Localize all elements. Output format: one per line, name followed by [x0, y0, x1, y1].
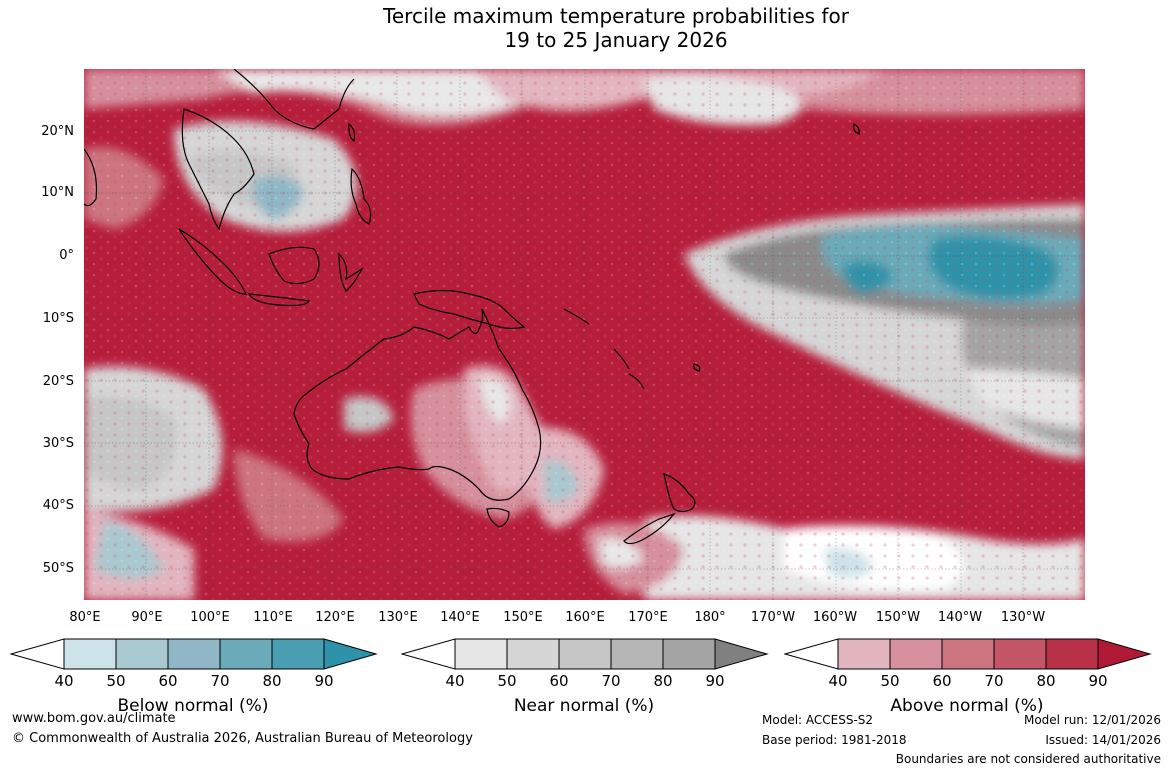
cb-above-tick-80: 80: [1036, 672, 1056, 690]
cb-near-max: [714, 638, 769, 670]
cb-above-seg-1: [837, 638, 891, 670]
model-run-text: Model run: 12/01/2026: [1023, 713, 1161, 727]
coastlines: [84, 69, 860, 545]
cb-below-seg-1: [63, 638, 117, 670]
lon-label-170w: 170°W: [750, 610, 796, 625]
cb-below-tick-40: 40: [54, 672, 74, 690]
cb-below-seg-3: [167, 638, 221, 670]
cb-near-tick-90: 90: [705, 672, 725, 690]
cb-near-tick-70: 70: [601, 672, 621, 690]
cb-above-tick-90: 90: [1088, 672, 1108, 690]
lat-label-20s: 20°S: [42, 374, 74, 389]
copyright-text: © Commonwealth of Australia 2026, Austra…: [12, 731, 473, 746]
cb-near-seg-3: [558, 638, 612, 670]
cb-above-seg-5: [1045, 638, 1099, 670]
cb-near-tick-80: 80: [653, 672, 673, 690]
lon-label-130e: 130°E: [378, 610, 418, 625]
map-title: Tercile maximum temperature probabilitie…: [0, 4, 1173, 52]
cb-near-tick-60: 60: [549, 672, 569, 690]
cb-above-label: Above normal (%): [890, 696, 1044, 716]
cb-above-tick-50: 50: [880, 672, 900, 690]
lon-label-170e: 170°E: [628, 610, 668, 625]
title-line-2: 19 to 25 January 2026: [504, 28, 728, 52]
cb-near-seg-2: [506, 638, 560, 670]
lon-label-120e: 120°E: [315, 610, 355, 625]
cb-below-label: Below normal (%): [117, 696, 269, 716]
lat-label-20n: 20°N: [41, 124, 74, 139]
cb-below-tick-60: 60: [158, 672, 178, 690]
cb-below-tick-70: 70: [210, 672, 230, 690]
cb-above-seg-4: [993, 638, 1047, 670]
lat-label-30s: 30°S: [42, 436, 74, 451]
cb-above-min: [784, 638, 839, 670]
cb-below-max: [323, 638, 378, 670]
colorbar-above-normal: [784, 638, 1152, 670]
base-period-text: Base period: 1981-2018: [762, 733, 907, 747]
cb-below-tick-50: 50: [106, 672, 126, 690]
lon-label-130w: 130°W: [1000, 610, 1046, 625]
lat-label-40s: 40°S: [42, 498, 74, 513]
cb-above-tick-60: 60: [932, 672, 952, 690]
cb-above-tick-70: 70: [984, 672, 1004, 690]
graticule: [84, 69, 1085, 600]
lon-label-150w: 150°W: [875, 610, 921, 625]
lon-label-80e: 80°E: [69, 610, 101, 625]
cb-near-seg-5: [662, 638, 716, 670]
probability-map: [84, 69, 1085, 600]
cb-near-min: [401, 638, 456, 670]
cb-near-label: Near normal (%): [513, 696, 655, 716]
cb-near-tick-50: 50: [497, 672, 517, 690]
lon-label-180: 180°: [694, 610, 726, 625]
lon-label-150e: 150°E: [503, 610, 543, 625]
cb-above-tick-40: 40: [828, 672, 848, 690]
lat-label-10n: 10°N: [41, 185, 74, 200]
lon-label-140e: 140°E: [440, 610, 480, 625]
cb-below-seg-2: [115, 638, 169, 670]
lon-label-100e: 100°E: [190, 610, 230, 625]
lat-label-10s: 10°S: [42, 311, 74, 326]
map-canvas: [84, 69, 1085, 600]
noise-texture: [84, 69, 1085, 600]
cb-near-seg-1: [454, 638, 508, 670]
lon-label-110e: 110°E: [253, 610, 293, 625]
cb-above-seg-3: [941, 638, 995, 670]
cb-below-min: [10, 638, 65, 670]
disclaimer-text: Boundaries are not considered authoritat…: [895, 752, 1161, 766]
colorbar-near-normal: [401, 638, 769, 670]
cb-above-max: [1097, 638, 1152, 670]
cb-below-tick-90: 90: [314, 672, 334, 690]
cb-above-seg-2: [889, 638, 943, 670]
lat-label-50s: 50°S: [42, 561, 74, 576]
cb-below-tick-80: 80: [262, 672, 282, 690]
cb-near-tick-40: 40: [445, 672, 465, 690]
lat-label-0: 0°: [59, 248, 74, 263]
colorbar-below-normal: [10, 638, 378, 670]
lon-label-160e: 160°E: [565, 610, 605, 625]
title-line-1: Tercile maximum temperature probabilitie…: [383, 4, 849, 28]
lon-label-90e: 90°E: [131, 610, 163, 625]
cb-below-seg-5: [271, 638, 325, 670]
cb-near-seg-4: [610, 638, 664, 670]
model-text: Model: ACCESS-S2: [762, 713, 874, 727]
cb-below-seg-4: [219, 638, 273, 670]
issued-text: Issued: 14/01/2026: [1045, 733, 1161, 747]
lon-label-140w: 140°W: [937, 610, 983, 625]
website-link[interactable]: www.bom.gov.au/climate: [12, 711, 176, 726]
lon-label-160w: 160°W: [812, 610, 858, 625]
